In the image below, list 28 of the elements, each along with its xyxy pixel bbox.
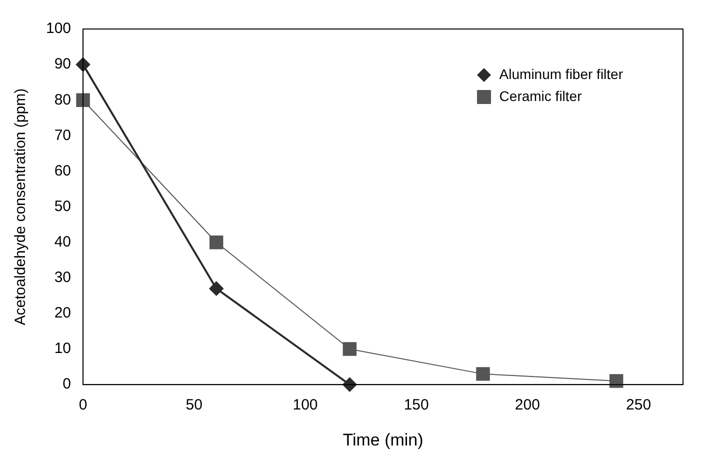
x-axis-title: Time (min) [342,430,424,450]
x-tick-label: 250 [626,396,652,414]
y-tick-label: 60 [54,162,72,180]
x-tick-label: 0 [78,396,88,414]
legend-label: Aluminum fiber filter [499,66,623,82]
y-tick-label: 90 [54,56,72,73]
point [209,235,224,250]
x-tick-label: 100 [292,396,318,414]
y-tick-label: 30 [54,269,72,286]
y-tick-label: 70 [54,126,72,144]
point [76,93,90,107]
y-tick-label: 80 [54,91,72,108]
x-tick-label: 50 [186,396,202,414]
point [342,378,357,392]
y-tick-label: 100 [46,20,72,38]
y-tick-label: 50 [54,198,72,215]
x-tick-label: 200 [514,396,540,414]
point [209,282,224,296]
x-tick-label: 150 [404,396,429,414]
y-axis-title: Acetoaldehyde consentration (ppm) [12,88,30,326]
point [476,367,490,381]
y-tick-label: 10 [54,340,72,358]
y-tick-label: 0 [62,376,72,393]
y-tick-label: 20 [54,304,72,322]
legend-label: Ceramic filter [499,88,582,104]
y-tick-label: 40 [54,234,72,250]
point [342,342,357,356]
point [609,374,624,388]
